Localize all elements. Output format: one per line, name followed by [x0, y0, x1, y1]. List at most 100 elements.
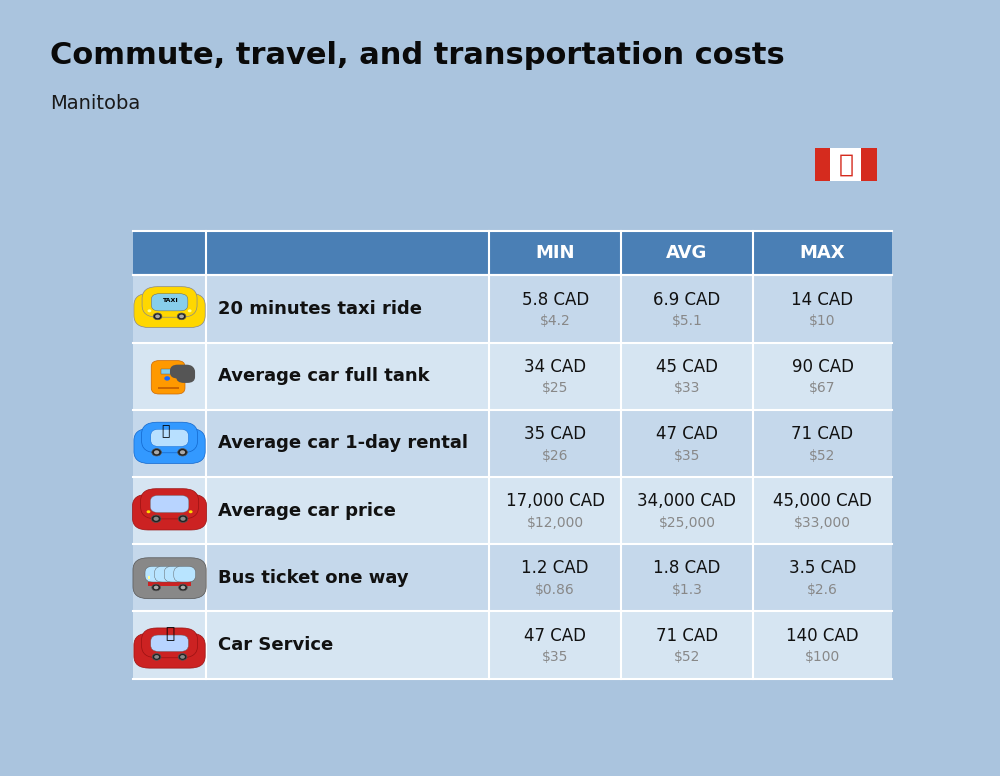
FancyBboxPatch shape	[133, 410, 892, 477]
Text: $2.6: $2.6	[807, 583, 838, 597]
Text: Manitoba: Manitoba	[50, 94, 140, 113]
Text: TAXI: TAXI	[162, 298, 177, 303]
FancyBboxPatch shape	[133, 477, 892, 544]
Circle shape	[152, 584, 160, 591]
Text: $1.3: $1.3	[671, 583, 702, 597]
FancyBboxPatch shape	[133, 342, 892, 410]
Text: MIN: MIN	[535, 244, 575, 262]
Text: $0.86: $0.86	[535, 583, 575, 597]
Text: 45 CAD: 45 CAD	[656, 358, 718, 376]
Circle shape	[179, 584, 187, 591]
Text: 47 CAD: 47 CAD	[656, 425, 718, 443]
Circle shape	[152, 449, 161, 456]
Text: $26: $26	[542, 449, 568, 462]
Circle shape	[152, 653, 161, 660]
Text: $33,000: $33,000	[794, 516, 851, 530]
FancyBboxPatch shape	[148, 577, 150, 580]
Circle shape	[188, 310, 192, 312]
Text: $5.1: $5.1	[671, 314, 702, 328]
Text: 71 CAD: 71 CAD	[791, 425, 854, 443]
Text: 🔧: 🔧	[165, 626, 174, 642]
Text: 47 CAD: 47 CAD	[524, 627, 586, 645]
FancyBboxPatch shape	[134, 293, 205, 327]
Text: Car Service: Car Service	[218, 636, 333, 654]
FancyBboxPatch shape	[142, 628, 198, 658]
Text: $25: $25	[542, 381, 568, 395]
Text: 34,000 CAD: 34,000 CAD	[637, 492, 736, 511]
Circle shape	[154, 655, 159, 659]
Circle shape	[147, 511, 150, 513]
Circle shape	[180, 450, 185, 454]
Text: $52: $52	[674, 650, 700, 664]
Text: 3.5 CAD: 3.5 CAD	[789, 559, 856, 577]
Text: 90 CAD: 90 CAD	[792, 358, 854, 376]
Circle shape	[189, 511, 193, 513]
FancyBboxPatch shape	[145, 566, 167, 582]
Circle shape	[153, 517, 159, 521]
Text: Commute, travel, and transportation costs: Commute, travel, and transportation cost…	[50, 41, 785, 70]
Circle shape	[148, 310, 151, 312]
Text: $33: $33	[674, 381, 700, 395]
Text: 6.9 CAD: 6.9 CAD	[653, 290, 721, 309]
Text: Average car 1-day rental: Average car 1-day rental	[218, 435, 468, 452]
Text: $35: $35	[674, 449, 700, 462]
Circle shape	[181, 586, 185, 589]
FancyBboxPatch shape	[151, 429, 188, 446]
Text: 🔑: 🔑	[162, 424, 170, 438]
Text: 🍁: 🍁	[838, 153, 853, 177]
Text: 17,000 CAD: 17,000 CAD	[506, 492, 605, 511]
FancyBboxPatch shape	[142, 422, 198, 452]
FancyBboxPatch shape	[815, 148, 877, 182]
Text: Average car full tank: Average car full tank	[218, 367, 430, 385]
FancyBboxPatch shape	[151, 635, 188, 651]
FancyBboxPatch shape	[133, 558, 206, 598]
FancyBboxPatch shape	[164, 566, 186, 582]
FancyBboxPatch shape	[133, 230, 892, 275]
FancyBboxPatch shape	[158, 387, 179, 389]
Circle shape	[177, 313, 186, 320]
Text: MAX: MAX	[800, 244, 845, 262]
Text: 140 CAD: 140 CAD	[786, 627, 859, 645]
Text: 1.8 CAD: 1.8 CAD	[653, 559, 721, 577]
Circle shape	[155, 314, 160, 318]
Circle shape	[154, 586, 159, 589]
FancyBboxPatch shape	[148, 582, 191, 586]
Text: 20 minutes taxi ride: 20 minutes taxi ride	[218, 300, 422, 318]
Text: $35: $35	[542, 650, 568, 664]
FancyBboxPatch shape	[861, 148, 877, 182]
FancyBboxPatch shape	[155, 566, 176, 582]
Text: $12,000: $12,000	[527, 516, 584, 530]
FancyBboxPatch shape	[815, 148, 830, 182]
FancyBboxPatch shape	[133, 611, 892, 679]
FancyBboxPatch shape	[161, 369, 175, 374]
Text: 14 CAD: 14 CAD	[791, 290, 854, 309]
Circle shape	[151, 515, 161, 522]
Text: 71 CAD: 71 CAD	[656, 627, 718, 645]
FancyBboxPatch shape	[142, 286, 197, 317]
FancyBboxPatch shape	[134, 428, 205, 463]
Text: $25,000: $25,000	[658, 516, 715, 530]
Text: $67: $67	[809, 381, 836, 395]
Text: 34 CAD: 34 CAD	[524, 358, 586, 376]
FancyBboxPatch shape	[150, 495, 189, 512]
Circle shape	[178, 653, 187, 660]
Text: Bus ticket one way: Bus ticket one way	[218, 569, 409, 587]
Text: $52: $52	[809, 449, 836, 462]
Circle shape	[178, 449, 187, 456]
FancyBboxPatch shape	[132, 494, 207, 530]
Text: $10: $10	[809, 314, 836, 328]
Circle shape	[164, 376, 170, 381]
FancyBboxPatch shape	[133, 275, 892, 342]
Text: 35 CAD: 35 CAD	[524, 425, 586, 443]
FancyBboxPatch shape	[170, 365, 194, 379]
Text: 45,000 CAD: 45,000 CAD	[773, 492, 872, 511]
Circle shape	[180, 517, 186, 521]
Circle shape	[178, 515, 188, 522]
FancyBboxPatch shape	[176, 365, 195, 383]
FancyBboxPatch shape	[151, 294, 188, 311]
Text: 5.8 CAD: 5.8 CAD	[522, 290, 589, 309]
Circle shape	[179, 314, 184, 318]
FancyBboxPatch shape	[151, 361, 185, 394]
Text: $100: $100	[805, 650, 840, 664]
Text: $4.2: $4.2	[540, 314, 570, 328]
